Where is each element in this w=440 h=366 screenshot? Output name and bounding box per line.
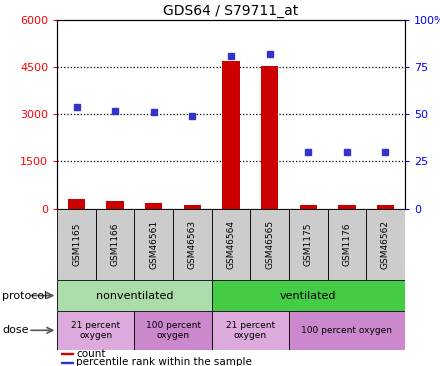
Bar xyxy=(261,66,279,209)
Text: protocol: protocol xyxy=(2,291,48,300)
Bar xyxy=(222,61,240,209)
Text: GSM46562: GSM46562 xyxy=(381,220,390,269)
Text: percentile rank within the sample: percentile rank within the sample xyxy=(76,357,252,366)
Bar xyxy=(289,311,405,350)
Bar xyxy=(135,209,173,280)
Text: GSM46563: GSM46563 xyxy=(188,220,197,269)
Bar xyxy=(61,362,73,363)
Text: GSM46561: GSM46561 xyxy=(149,220,158,269)
Text: dose: dose xyxy=(2,325,29,335)
Title: GDS64 / S79711_at: GDS64 / S79711_at xyxy=(163,4,299,18)
Text: 100 percent oxygen: 100 percent oxygen xyxy=(301,326,392,335)
Text: GSM46565: GSM46565 xyxy=(265,220,274,269)
Text: 100 percent
oxygen: 100 percent oxygen xyxy=(146,321,201,340)
Text: GSM1176: GSM1176 xyxy=(342,223,352,266)
Text: nonventilated: nonventilated xyxy=(95,291,173,300)
Text: count: count xyxy=(76,349,106,359)
Bar xyxy=(96,209,135,280)
Bar xyxy=(212,280,405,311)
Text: 21 percent
oxygen: 21 percent oxygen xyxy=(226,321,275,340)
Bar xyxy=(57,209,96,280)
Text: 21 percent
oxygen: 21 percent oxygen xyxy=(71,321,121,340)
Bar xyxy=(338,205,356,209)
Bar xyxy=(327,209,366,280)
Text: ventilated: ventilated xyxy=(280,291,337,300)
Bar xyxy=(106,201,124,209)
Bar xyxy=(57,311,135,350)
Bar xyxy=(300,205,317,209)
Bar xyxy=(212,209,250,280)
Bar xyxy=(366,209,405,280)
Text: GSM1166: GSM1166 xyxy=(110,223,120,266)
Bar xyxy=(377,205,394,209)
Bar xyxy=(68,199,85,209)
Bar xyxy=(145,203,162,209)
Bar xyxy=(183,205,201,209)
Bar xyxy=(135,311,212,350)
Text: GSM46564: GSM46564 xyxy=(227,220,235,269)
Bar xyxy=(57,280,212,311)
Bar xyxy=(173,209,212,280)
Text: GSM1175: GSM1175 xyxy=(304,223,313,266)
Bar xyxy=(289,209,327,280)
Text: GSM1165: GSM1165 xyxy=(72,223,81,266)
Bar xyxy=(250,209,289,280)
Bar xyxy=(212,311,289,350)
Bar xyxy=(61,353,73,354)
